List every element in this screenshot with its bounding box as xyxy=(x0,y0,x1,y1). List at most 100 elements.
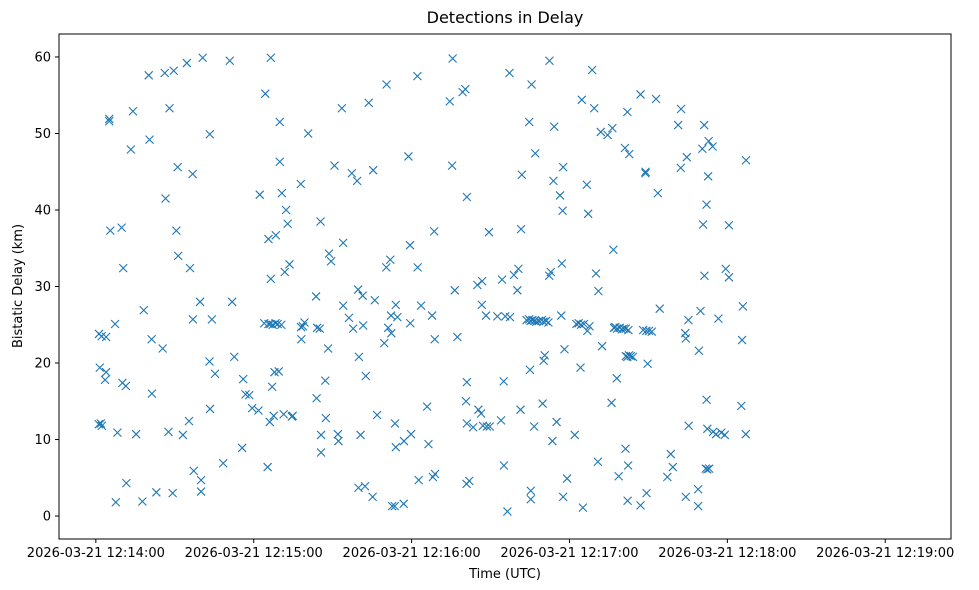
data-point xyxy=(326,256,336,266)
data-point xyxy=(316,430,326,440)
data-point xyxy=(526,486,536,496)
data-point xyxy=(741,429,751,439)
data-point xyxy=(131,429,141,439)
data-point xyxy=(628,352,638,362)
data-point xyxy=(372,410,382,420)
data-point xyxy=(273,319,283,329)
data-point xyxy=(178,430,188,440)
data-point xyxy=(399,436,409,446)
data-point xyxy=(406,429,416,439)
data-point xyxy=(399,499,409,509)
data-point xyxy=(545,56,554,66)
data-point xyxy=(682,152,692,162)
data-point xyxy=(614,471,624,481)
data-point xyxy=(117,223,127,232)
data-point xyxy=(296,322,306,332)
data-point xyxy=(241,389,250,399)
data-point xyxy=(499,461,509,470)
data-point xyxy=(269,411,279,421)
data-point xyxy=(139,305,149,315)
data-point xyxy=(227,297,237,307)
data-point xyxy=(593,457,603,467)
data-point xyxy=(476,409,486,418)
data-point xyxy=(427,311,437,320)
data-point xyxy=(145,135,154,144)
data-point xyxy=(736,401,746,411)
data-point xyxy=(462,419,472,428)
y-tick-label: 0 xyxy=(43,510,51,525)
data-point xyxy=(562,474,572,483)
data-point xyxy=(138,497,147,506)
data-point xyxy=(552,417,561,427)
data-point xyxy=(499,376,509,386)
data-point xyxy=(472,280,482,290)
data-point xyxy=(711,429,721,439)
data-point xyxy=(597,341,607,351)
data-point xyxy=(448,54,458,63)
data-point xyxy=(497,275,507,285)
data-point xyxy=(285,259,294,269)
data-point xyxy=(320,376,330,386)
data-point xyxy=(623,461,633,470)
data-point xyxy=(296,179,306,189)
data-point xyxy=(147,389,157,399)
data-point xyxy=(607,123,617,133)
data-point xyxy=(276,320,286,330)
data-point xyxy=(721,264,731,274)
data-point xyxy=(158,344,168,353)
data-point xyxy=(607,398,616,408)
data-point xyxy=(655,304,665,314)
data-point xyxy=(697,144,707,154)
data-point xyxy=(182,58,192,68)
data-point xyxy=(324,249,334,258)
data-point xyxy=(698,220,708,229)
data-point xyxy=(644,326,654,336)
data-point xyxy=(530,316,539,326)
data-point xyxy=(708,142,717,151)
y-axis-label: Bistatic Delay (km) xyxy=(11,224,26,348)
data-point xyxy=(462,377,472,387)
data-point xyxy=(188,315,198,324)
data-point xyxy=(358,321,368,330)
data-point xyxy=(619,324,629,333)
data-point xyxy=(321,413,331,423)
data-point xyxy=(164,427,173,437)
data-point xyxy=(502,507,512,516)
data-point xyxy=(558,492,568,502)
data-point xyxy=(530,148,540,158)
data-point xyxy=(229,352,239,362)
data-point xyxy=(118,263,128,273)
data-point xyxy=(541,316,551,326)
x-axis-label: Time (UTC) xyxy=(468,567,541,582)
data-point xyxy=(505,68,514,78)
data-point xyxy=(641,168,650,178)
data-point xyxy=(464,476,474,486)
data-point xyxy=(636,500,645,510)
data-point xyxy=(218,458,228,468)
data-point xyxy=(557,259,567,268)
data-point xyxy=(207,315,217,324)
data-point xyxy=(741,155,751,165)
data-point xyxy=(623,496,633,506)
data-point xyxy=(525,365,535,375)
data-point xyxy=(379,338,389,348)
data-point xyxy=(626,351,636,361)
data-point xyxy=(412,71,422,81)
data-point xyxy=(247,403,257,413)
data-point xyxy=(165,103,174,113)
data-point xyxy=(188,169,198,179)
data-point xyxy=(333,429,343,439)
data-point xyxy=(337,103,347,113)
data-point xyxy=(225,56,235,66)
data-point xyxy=(526,494,536,504)
data-point xyxy=(468,422,478,432)
data-point xyxy=(684,421,694,431)
data-point xyxy=(330,161,339,170)
data-point xyxy=(128,106,138,116)
data-point xyxy=(620,143,630,153)
data-point xyxy=(591,269,601,278)
data-point xyxy=(105,226,115,236)
data-point xyxy=(538,399,548,408)
data-point xyxy=(527,80,536,89)
data-point xyxy=(95,363,105,372)
